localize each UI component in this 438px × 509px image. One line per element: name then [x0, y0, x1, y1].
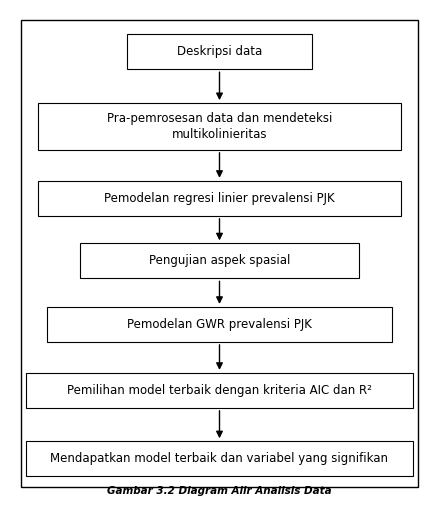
- FancyBboxPatch shape: [38, 103, 400, 150]
- Text: Gambar 3.2 Diagram Alir Analisis Data: Gambar 3.2 Diagram Alir Analisis Data: [107, 487, 331, 496]
- Text: Deskripsi data: Deskripsi data: [177, 45, 261, 58]
- FancyBboxPatch shape: [25, 373, 413, 408]
- FancyBboxPatch shape: [38, 181, 400, 216]
- FancyBboxPatch shape: [80, 243, 358, 278]
- Text: Pemodelan GWR prevalensi PJK: Pemodelan GWR prevalensi PJK: [127, 318, 311, 331]
- Text: Pemodelan regresi linier prevalensi PJK: Pemodelan regresi linier prevalensi PJK: [104, 192, 334, 205]
- Text: Pemilihan model terbaik dengan kriteria AIC dan R²: Pemilihan model terbaik dengan kriteria …: [67, 384, 371, 397]
- Text: Mendapatkan model terbaik dan variabel yang signifikan: Mendapatkan model terbaik dan variabel y…: [50, 453, 388, 465]
- Text: Pra-pemrosesan data dan mendeteksi
multikolinieritas: Pra-pemrosesan data dan mendeteksi multi…: [106, 112, 332, 141]
- Text: Pengujian aspek spasial: Pengujian aspek spasial: [148, 254, 290, 267]
- FancyBboxPatch shape: [127, 34, 311, 69]
- FancyBboxPatch shape: [46, 307, 392, 342]
- FancyBboxPatch shape: [25, 441, 413, 476]
